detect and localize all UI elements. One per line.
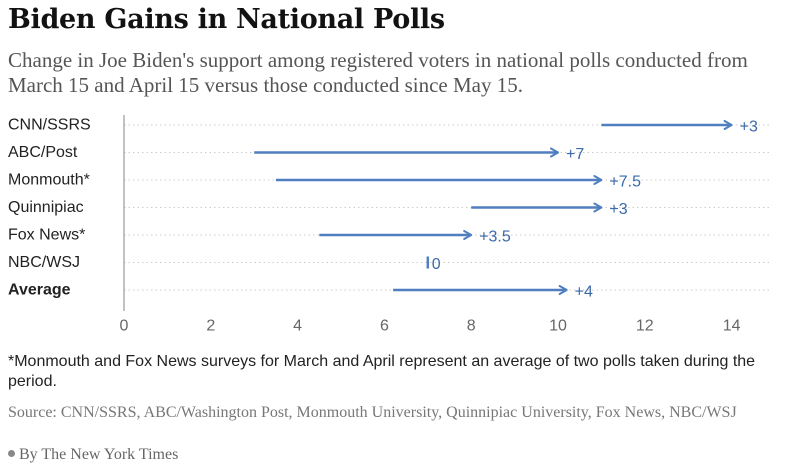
category-label-average: Average bbox=[8, 282, 71, 299]
category-label-cnn-ssrs: CNN/SSRS bbox=[8, 117, 91, 134]
axis-layer: 0 2 4 6 8 10 12 14 bbox=[120, 115, 741, 334]
arrow-chart: 0 2 4 6 8 10 12 14 CNN/SSRS +3 ABC/Post +7 Monmouth… bbox=[8, 115, 770, 334]
category-label-quinnipiac: Quinnipiac bbox=[8, 199, 84, 216]
grid-layer bbox=[124, 124, 770, 291]
x-tick-label-2: 2 bbox=[206, 317, 215, 334]
x-tick-label-6: 6 bbox=[380, 317, 389, 334]
byline: By The New York Times bbox=[8, 446, 178, 464]
x-tick-label-12: 12 bbox=[636, 317, 654, 334]
x-tick-label-10: 10 bbox=[549, 317, 567, 334]
x-tick-label-4: 4 bbox=[293, 317, 302, 334]
category-label-abc-post: ABC/Post bbox=[8, 144, 78, 161]
change-value-abc-post: +7 bbox=[566, 146, 584, 163]
x-tick-label-8: 8 bbox=[467, 317, 476, 334]
category-label-monmouth: Monmouth* bbox=[8, 172, 90, 189]
source-note: Source: CNN/SSRS, ABC/Washington Post, M… bbox=[8, 404, 737, 421]
x-tick-label-0: 0 bbox=[120, 317, 129, 334]
chart-subtitle: Change in Joe Biden's support among regi… bbox=[8, 48, 748, 97]
x-tick-label-14: 14 bbox=[723, 317, 741, 334]
change-value-monmouth: +7.5 bbox=[609, 174, 641, 191]
bullet-icon bbox=[8, 450, 15, 457]
chart-title: Biden Gains in National Polls bbox=[8, 4, 445, 35]
change-value-quinnipiac: +3 bbox=[609, 201, 627, 218]
byline-text: By The New York Times bbox=[19, 446, 179, 463]
row-layer: CNN/SSRS +3 ABC/Post +7 Monmouth* +7.5 Quinnip… bbox=[8, 117, 758, 301]
change-value-fox-news: +3.5 bbox=[479, 229, 511, 246]
category-label-fox-news: Fox News* bbox=[8, 227, 85, 244]
change-value-average: +4 bbox=[575, 284, 593, 301]
change-value-nbc-wsj: 0 bbox=[432, 256, 441, 273]
change-value-cnn-ssrs: +3 bbox=[740, 119, 758, 136]
category-label-nbc-wsj: NBC/WSJ bbox=[8, 254, 80, 271]
footnote: *Monmouth and Fox News surveys for March… bbox=[8, 353, 756, 390]
